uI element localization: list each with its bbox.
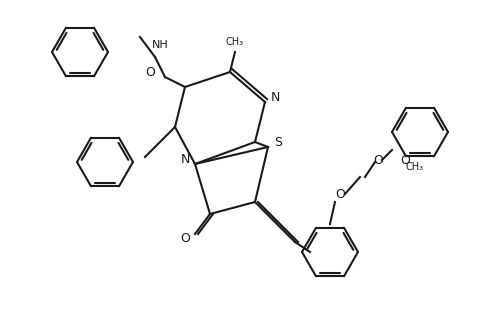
Text: CH₃: CH₃ [406,162,424,172]
Text: S: S [274,136,282,148]
Text: O: O [145,65,155,79]
Text: O: O [335,187,345,201]
Text: O: O [180,232,190,245]
Text: CH₃: CH₃ [226,37,244,47]
Text: N: N [270,90,280,103]
Text: O: O [373,154,383,166]
Text: O: O [400,154,410,166]
Text: N: N [180,153,190,166]
Text: NH: NH [151,40,169,50]
